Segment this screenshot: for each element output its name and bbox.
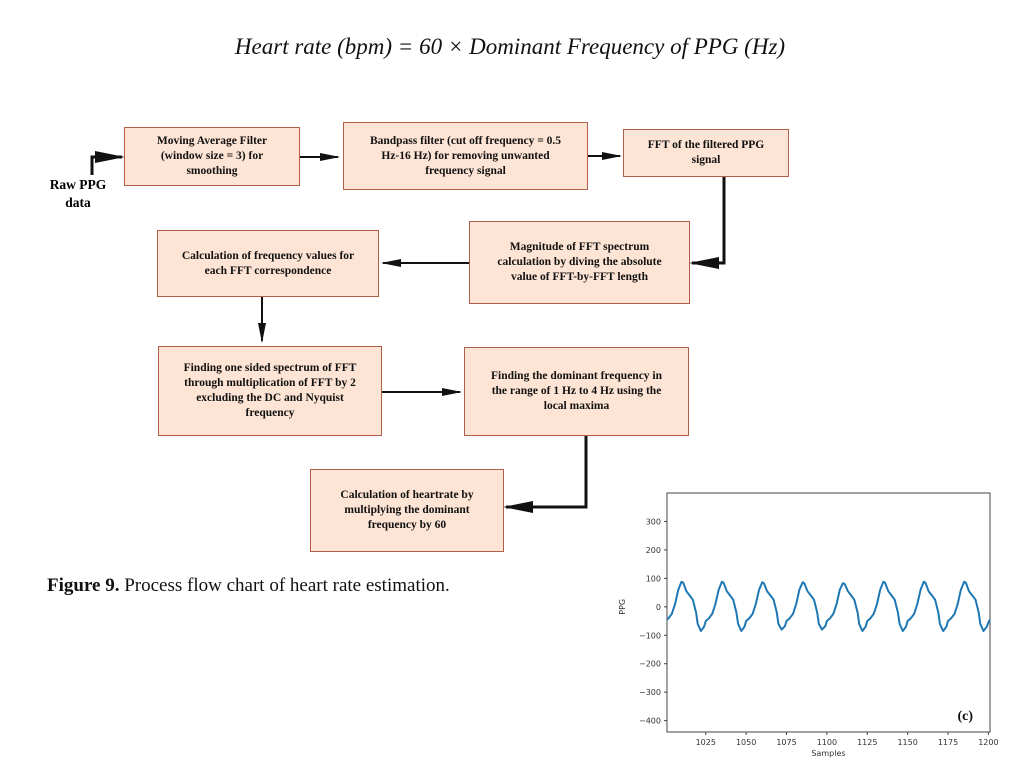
box-dominant-frequency: Finding the dominant frequency in the ran… (464, 347, 689, 436)
box-text-line: value of FFT-by-FFT length (510, 271, 649, 283)
arrow-dominant-to-heartrate (503, 436, 588, 513)
box-frequency-values: Calculation of frequency values for each … (157, 230, 379, 297)
x-tick-label: 1025 (696, 738, 716, 747)
box-text-line: Magnitude of FFT spectrum (509, 241, 650, 253)
box-text-line: Moving Average Filter (156, 135, 268, 147)
ppg-chart: 1025 1050 1075 1100 1125 1150 1175 1200 300 200 10… (618, 492, 999, 758)
box-text-line: Bandpass filter (cut off frequency = 0.5 (369, 134, 562, 147)
x-tick-label: 1175 (938, 738, 958, 747)
raw-label-line: Raw PPG (49, 177, 107, 192)
box-text-line: (window size = 3) for (160, 150, 264, 162)
plot-frame (666, 492, 991, 733)
y-tick-label: −400 (639, 717, 661, 726)
x-axis-label: Samples (811, 749, 845, 758)
arrow-raw-to-moving-average (90, 151, 125, 175)
box-text-line: Finding the dominant frequency in (490, 370, 663, 382)
box-text-line: FFT of the filtered PPG (647, 139, 765, 151)
y-tick-label: 0 (656, 603, 661, 612)
box-bandpass-filter: Bandpass filter (cut off frequency = 0.5… (343, 122, 588, 190)
x-tick-label: 1125 (857, 738, 877, 747)
x-tick-label: 1100 (817, 738, 837, 747)
y-tick-label: 300 (646, 517, 661, 526)
box-text-line: Hz-16 Hz) for removing unwanted (381, 149, 550, 162)
raw-ppg-data-label: Raw PPG data (42, 176, 114, 212)
panel-label: (c) (957, 709, 973, 724)
caption-text: Process flow chart of heart rate estimat… (119, 575, 450, 596)
box-text-line: Calculation of frequency values for (181, 249, 355, 262)
heart-rate-formula: Heart rate (bpm) = 60 × Dominant Frequen… (234, 34, 786, 59)
box-text-line: smoothing (186, 165, 238, 177)
y-tick-label: 200 (646, 546, 661, 555)
box-fft-magnitude: Magnitude of FFT spectrum calculation by … (469, 221, 690, 304)
box-text-line: each FFT correspondence (204, 264, 332, 277)
box-text-line: frequency by 60 (367, 519, 447, 531)
y-tick-label: −200 (639, 660, 661, 669)
x-tick-label: 1075 (776, 738, 796, 747)
x-tick-label: 1050 (736, 738, 756, 747)
box-text-line: excluding the DC and Nyquist (196, 392, 344, 404)
x-tick-label: 1200 (978, 738, 998, 747)
box-text-line: calculation by diving the absolute (497, 256, 662, 268)
box-text-line: frequency (245, 407, 295, 419)
arrow-fft-to-magnitude (689, 177, 726, 269)
x-tick-label: 1150 (897, 738, 917, 747)
ppg-series-line (666, 580, 991, 632)
box-text-line: local maxima (543, 400, 610, 412)
box-text-line: frequency signal (425, 164, 506, 177)
box-text-line: signal (691, 154, 721, 166)
y-axis-label: PPG (618, 599, 627, 615)
raw-label-line: data (65, 195, 91, 210)
box-text-line: the range of 1 Hz to 4 Hz using the (491, 385, 662, 397)
box-text-line: Finding one sided spectrum of FFT (183, 362, 357, 374)
box-one-sided-spectrum: Finding one sided spectrum of FFT through… (158, 346, 382, 436)
box-heartrate-calculation: Calculation of heartrate by multiplying t… (310, 469, 504, 552)
figure-caption: Figure 9. Process flow chart of heart ra… (47, 575, 450, 597)
box-text-line: through multiplication of FFT by 2 (184, 377, 356, 389)
y-tick-label: −100 (639, 631, 661, 640)
box-text-line: Calculation of heartrate by (340, 489, 474, 501)
box-text-line: multiplying the dominant (344, 504, 470, 516)
y-tick-label: −300 (639, 688, 661, 697)
box-moving-average-filter: Moving Average Filter (window size = 3) f… (124, 127, 300, 186)
y-tick-label: 100 (646, 574, 661, 583)
caption-label: Figure 9. (47, 575, 120, 596)
box-fft: FFT of the filtered PPG signal (623, 129, 789, 177)
